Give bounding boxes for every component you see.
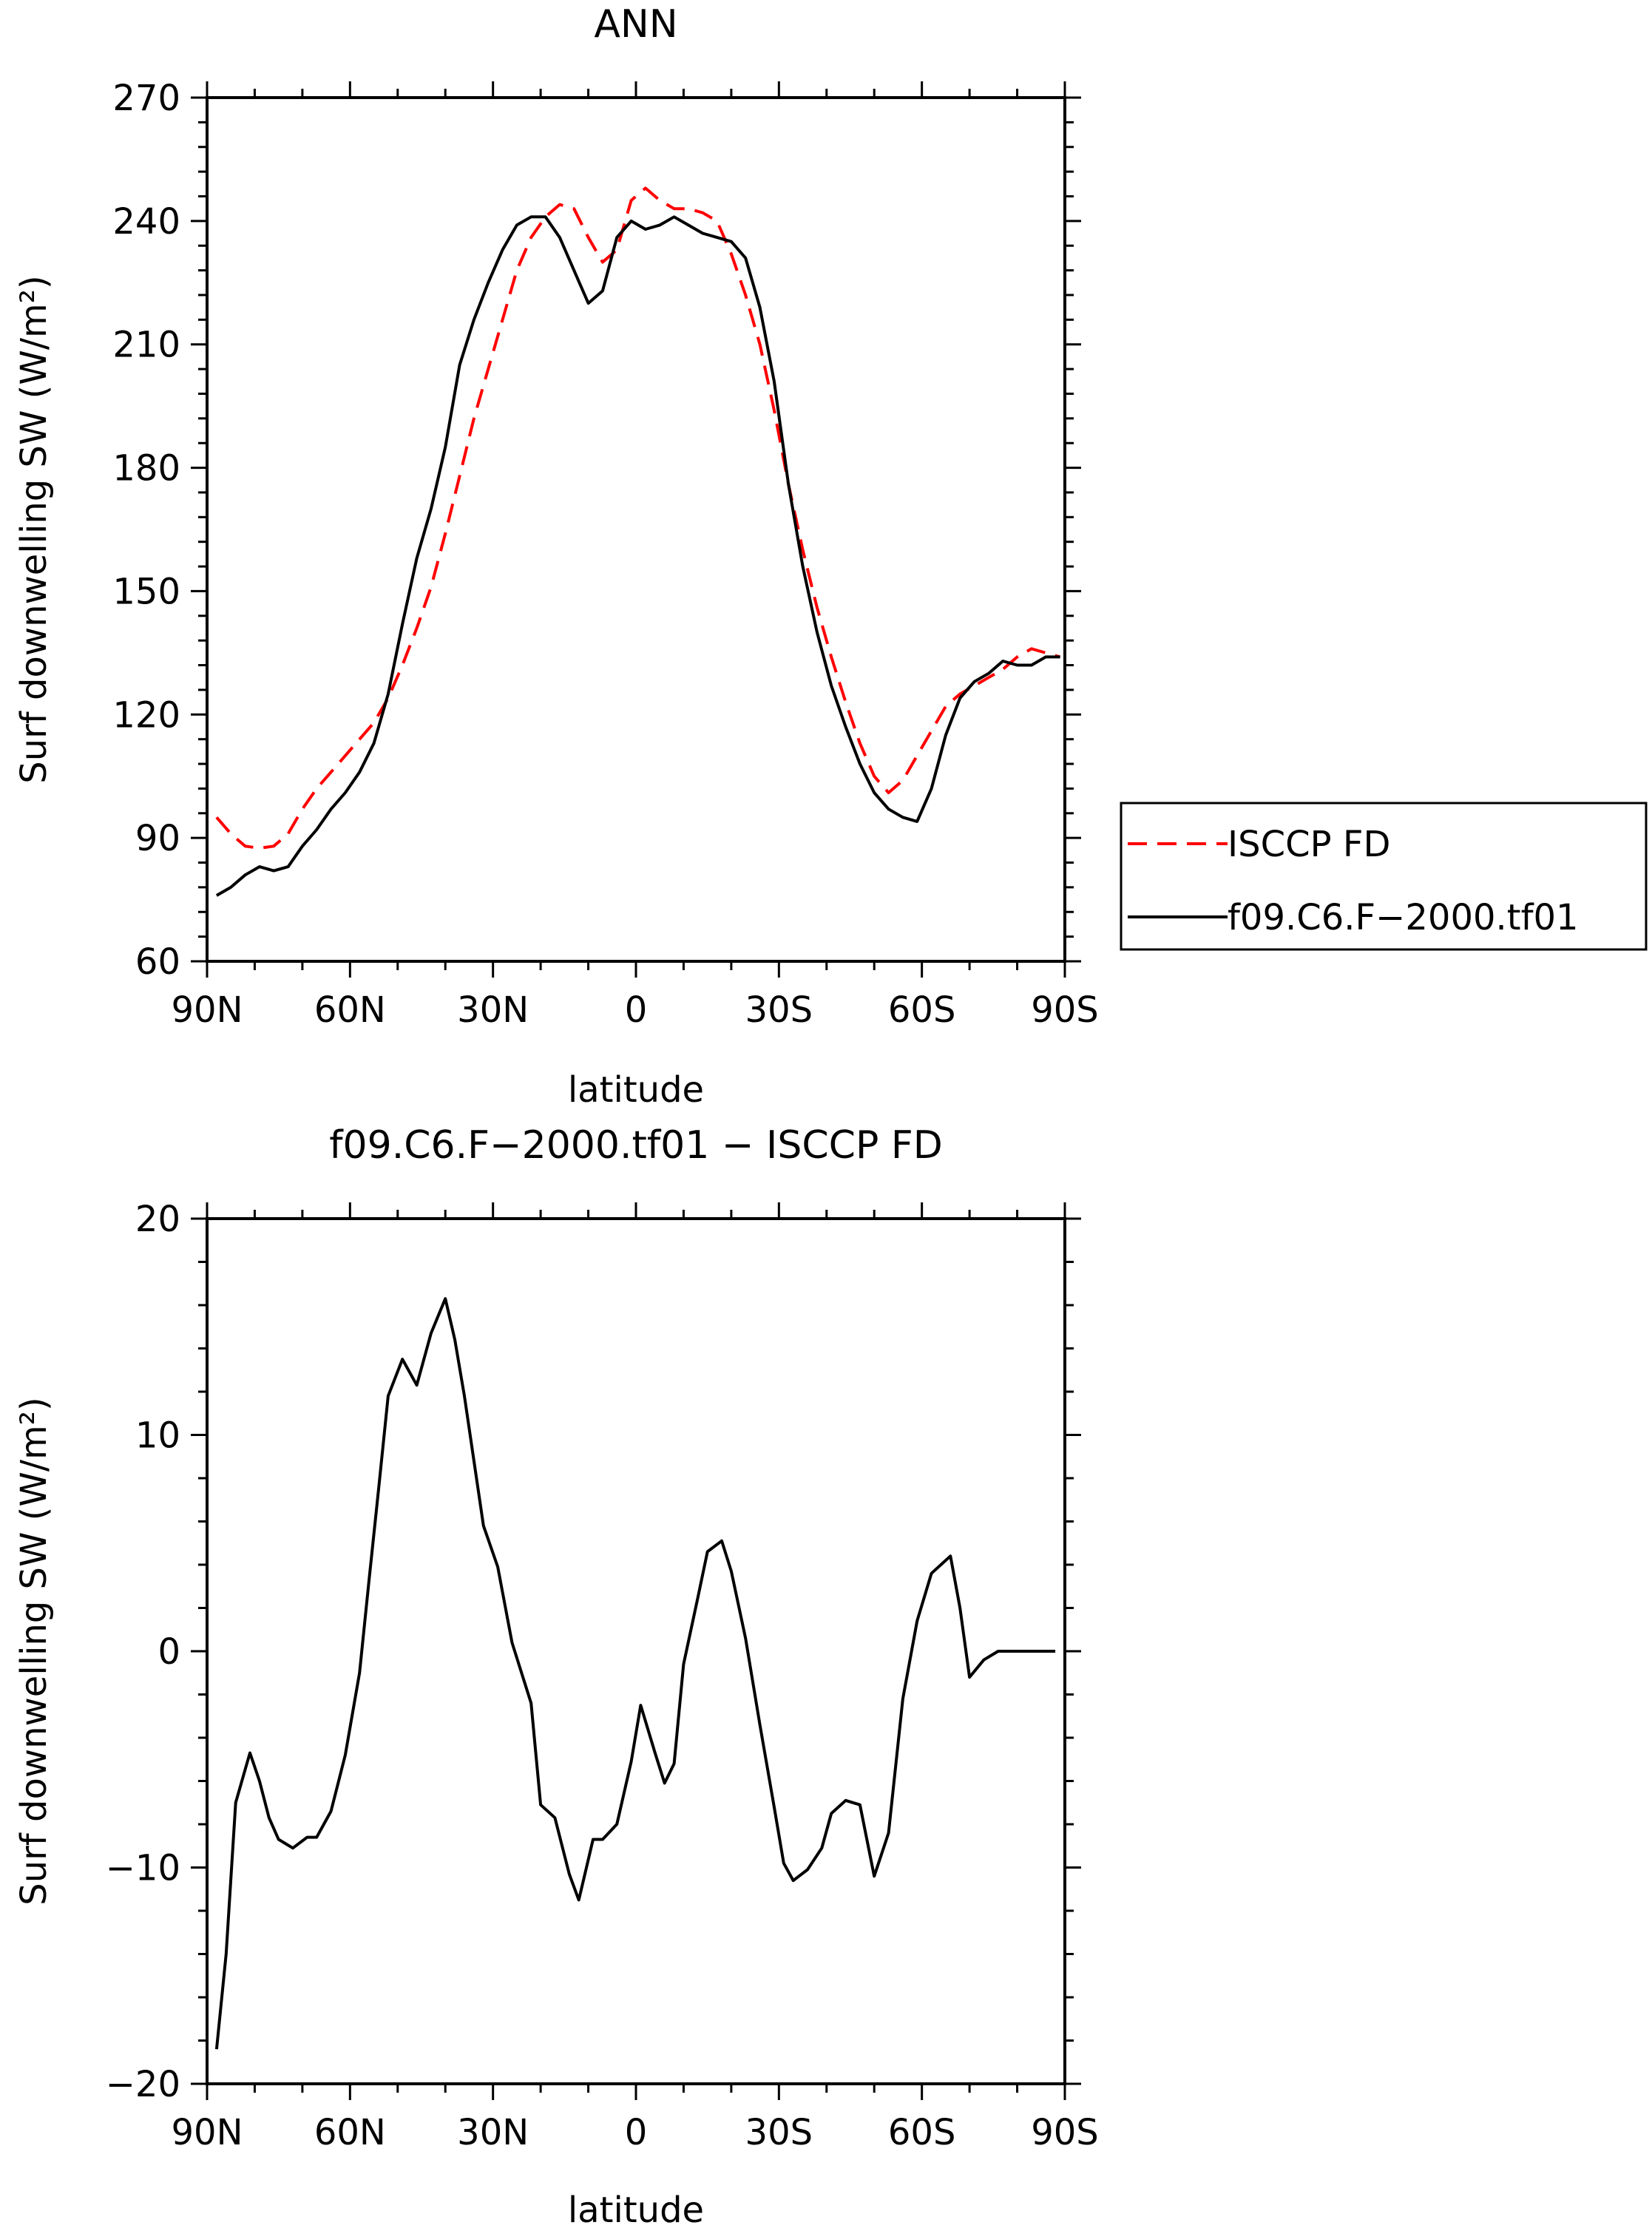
bottom-ytick-label: −20 — [106, 2064, 180, 2105]
top-plot-frame — [206, 96, 1066, 963]
top-ytick-label: 60 — [135, 941, 180, 983]
bottom-ytick-label: −10 — [106, 1848, 180, 1889]
top-xtick-label: 90N — [172, 989, 243, 1031]
top-xtick-label: 30S — [745, 989, 813, 1031]
bottom-ytick-label: 10 — [135, 1415, 180, 1457]
top-ytick-label: 270 — [112, 78, 180, 119]
top-xtick-label: 60N — [314, 989, 386, 1031]
top-panel: ANN 90N 60N 30N 0 30S 60S 90S 60 90 120 150 180 210 2… — [13, 2, 1099, 1111]
bottom-xtick-label: 90N — [172, 2112, 243, 2153]
top-series-line-1 — [215, 215, 1060, 897]
legend-label-model: f09.C6.F−2000.tf01 — [1228, 897, 1579, 938]
bottom-xtick-label: 90S — [1031, 2112, 1099, 2153]
top-xtick-label: 30N — [457, 989, 529, 1031]
top-xtick-label: 60S — [888, 989, 956, 1031]
legend-label-isccp: ISCCP FD — [1228, 824, 1390, 865]
top-xtick-label: 90S — [1031, 989, 1099, 1031]
bottom-ticks: 90N 60N 30N 0 30S 60S 90S −20 −10 0 10 20 — [106, 1199, 1099, 2153]
legend-box — [1120, 802, 1648, 951]
bottom-series-line-0 — [214, 1297, 1056, 2050]
top-ytick-label: 90 — [135, 818, 180, 859]
bottom-ytick-label: 20 — [135, 1199, 180, 1240]
top-ytick-label: 150 — [112, 571, 180, 612]
top-ytick-label: 120 — [112, 694, 180, 736]
top-xaxis-label: latitude — [568, 1069, 704, 1111]
bottom-xtick-label: 0 — [625, 2112, 648, 2153]
bottom-xaxis-label: latitude — [568, 2190, 704, 2228]
bottom-series-lines — [214, 1297, 1056, 2050]
top-ytick-label: 180 — [112, 448, 180, 490]
top-ytick-label: 240 — [112, 201, 180, 243]
top-ytick-label: 210 — [112, 325, 180, 366]
bottom-xtick-label: 60S — [888, 2112, 956, 2153]
top-ticks: 90N 60N 30N 0 30S 60S 90S 60 90 120 150 180 210 240 27… — [112, 78, 1098, 1031]
bottom-panel-title: f09.C6.F−2000.tf01 − ISCCP FD — [329, 1123, 943, 1168]
legend: ISCCP FD f09.C6.F−2000.tf01 — [1120, 802, 1648, 951]
top-series-lines — [215, 186, 1061, 897]
bottom-panel: f09.C6.F−2000.tf01 − ISCCP FD 90N 60N 30N 0… — [13, 1123, 1099, 2228]
bottom-ytick-label: 0 — [158, 1631, 180, 1673]
bottom-yaxis-label: Surf downwelling SW (W/m²) — [13, 1397, 55, 1906]
top-panel-title: ANN — [594, 2, 677, 47]
bottom-plot-frame — [206, 1217, 1066, 2085]
top-series-line-0 — [215, 186, 1061, 850]
bottom-xtick-label: 60N — [314, 2112, 386, 2153]
bottom-xtick-label: 30S — [745, 2112, 813, 2153]
top-xtick-label: 0 — [625, 989, 648, 1031]
bottom-xtick-label: 30N — [457, 2112, 529, 2153]
top-yaxis-label: Surf downwelling SW (W/m²) — [13, 275, 55, 784]
